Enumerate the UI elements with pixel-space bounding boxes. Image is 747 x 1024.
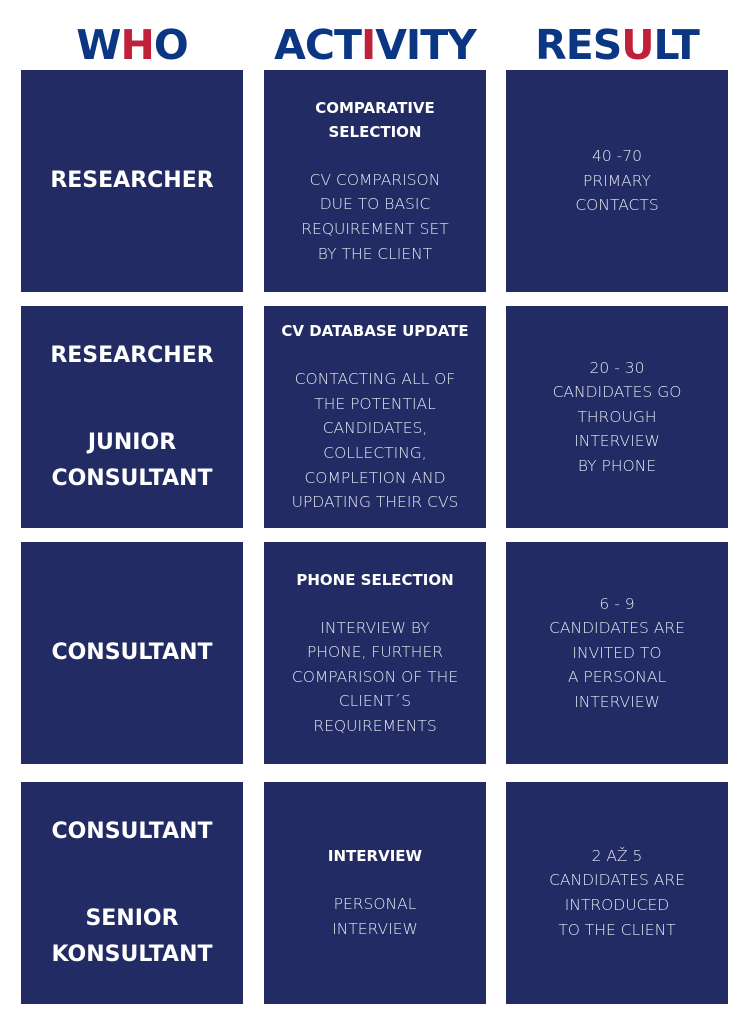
role-label: CONSULTANT [51,818,213,844]
activity-description: PHONE, FURTHER [306,643,444,662]
activity-cell: INTERVIEW PERSONAL INTERVIEW [264,782,486,1004]
header-text: W [76,21,121,69]
activity-description: UPDATING THEIR CVS [291,493,459,512]
role-label: KONSULTANT [51,941,213,967]
header-text: RES [535,21,622,69]
result-text: A PERSONAL [567,668,667,687]
header-text: O [153,21,189,69]
activity-description: REQUIREMENTS [313,716,437,735]
result-cell: 2 AŽ 5 CANDIDATES ARE INTRODUCED TO THE CLI… [506,782,728,1004]
activity-description: INTERVIEW BY [320,618,430,637]
result-text: CANDIDATES ARE [549,619,685,638]
activity-description: COMPARISON OF THE [291,667,459,686]
result-text: TO THE CLIENT [558,920,676,939]
result-text: 20 - 30 [589,358,645,377]
who-cell: CONSULTANT SENIOR KONSULTANT [21,782,243,1004]
who-cell: RESEARCHER [21,70,243,292]
activity-description: PERSONAL [333,895,417,914]
result-text: CANDIDATES GO [552,383,682,402]
result-cell: 6 - 9 CANDIDATES ARE INVITED TO A PERSONAL I… [506,542,728,764]
activity-description: COLLECTING, [323,444,427,462]
activity-description: CANDIDATES, [322,419,428,438]
header-accent-letter: I [360,21,376,69]
who-cell: RESEARCHER JUNIOR CONSULTANT [21,306,243,528]
result-text: 40 -70 [592,147,642,166]
activity-description: COMPLETION AND [304,468,446,487]
result-text: CANDIDATES ARE [549,871,685,890]
header-who: WHO [21,20,243,70]
role-label: RESEARCHER [50,168,214,193]
activity-description: THE POTENTIAL [314,394,436,413]
result-cell: 20 - 30 CANDIDATES GO THROUGH INTERVIEW BY P… [506,306,728,528]
result-text: THROUGH [577,407,657,426]
role-label: RESEARCHER [50,342,214,368]
result-text: 2 AŽ 5 [591,846,643,865]
activity-description: CV COMPARISON [309,170,441,189]
result-text: CONTACTS [575,196,659,215]
activity-title: INTERVIEW [327,847,423,866]
result-text: INTERVIEW [574,692,660,711]
activity-description: INTERVIEW [332,920,418,938]
role-label: CONSULTANT [51,465,213,491]
activity-title: COMPARATIVE [315,98,435,117]
header-accent-letter: H [120,21,155,69]
header-text: LT [653,21,700,69]
activity-description: CLIENT´S [338,692,412,711]
result-text: INTERVIEW [574,432,660,451]
header-text: VITY [375,21,477,69]
header-text: ACT [274,21,362,69]
role-label: JUNIOR [87,429,177,455]
result-cell: 40 -70 PRIMARY CONTACTS [506,70,728,292]
activity-description: DUE TO BASIC [319,195,431,214]
who-cell: CONSULTANT [21,542,243,764]
result-text: PRIMARY [583,171,651,190]
header-result: RESULT [506,20,728,70]
result-text: 6 - 9 [599,594,635,613]
activity-title: CV DATABASE UPDATE [281,322,469,341]
activity-title: SELECTION [328,122,422,141]
result-text: INVITED TO [572,643,662,662]
activity-title: PHONE SELECTION [296,570,454,589]
role-label: CONSULTANT [51,640,213,665]
activity-cell: PHONE SELECTION INTERVIEW BY PHONE, FURTHE… [264,542,486,764]
activity-description: BY THE CLIENT [317,244,433,263]
activity-cell: COMPARATIVE SELECTION CV COMPARISON DUE TO … [264,70,486,292]
header-activity: ACTIVITY [264,20,486,70]
result-text: INTRODUCED [564,896,670,914]
result-text: BY PHONE [577,456,657,475]
header-accent-letter: U [621,21,654,69]
role-label: SENIOR [85,905,179,931]
activity-cell: CV DATABASE UPDATE CONTACTING ALL OF THE P… [264,306,486,528]
activity-description: REQUIREMENT SET [301,220,449,238]
activity-description: CONTACTING ALL OF [294,370,456,389]
